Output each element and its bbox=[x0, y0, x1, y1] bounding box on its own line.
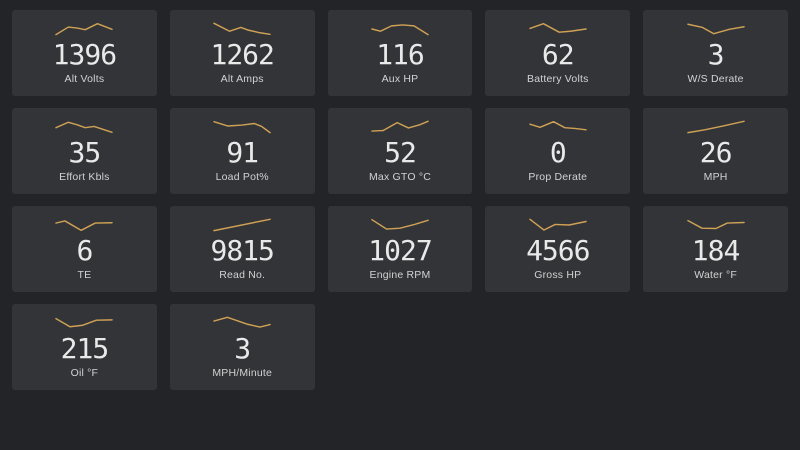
sparkline-chart bbox=[213, 121, 271, 134]
stat-value: 6 bbox=[76, 234, 93, 268]
stat-value: 184 bbox=[691, 234, 741, 268]
sparkline-chart bbox=[55, 220, 114, 232]
stat-label: Read No. bbox=[219, 268, 266, 281]
stat-value: 9815 bbox=[210, 234, 274, 268]
sparkline-chart bbox=[55, 121, 114, 134]
stat-card-max-gto-c[interactable]: 52 Max GTO °C bbox=[327, 108, 473, 194]
stat-value: 26 bbox=[699, 136, 733, 170]
stat-value: 3 bbox=[234, 332, 251, 366]
stat-label: Effort Kbls bbox=[59, 170, 110, 183]
stat-label: Alt Volts bbox=[64, 72, 105, 85]
stat-card-aux-hp[interactable]: 116 Aux HP bbox=[327, 10, 473, 96]
stat-card-mph[interactable]: 26 MPH bbox=[643, 108, 788, 194]
stat-label: Battery Volts bbox=[527, 72, 589, 85]
sparkline-chart bbox=[371, 219, 429, 230]
stat-card-mph-minute[interactable]: 3 MPH/Minute bbox=[169, 304, 315, 390]
stat-label: Gross HP bbox=[534, 268, 582, 281]
stat-card-te[interactable]: 6 TE bbox=[12, 206, 157, 292]
stat-value: 0 bbox=[549, 136, 567, 170]
sparkline-chart bbox=[213, 316, 271, 328]
stat-card-gross-hp[interactable]: 4566 Gross HP bbox=[485, 206, 631, 292]
sparkline-chart bbox=[371, 120, 429, 132]
stat-label: Oil °F bbox=[70, 366, 99, 379]
stat-value: 91 bbox=[226, 136, 259, 170]
stat-value: 62 bbox=[541, 38, 575, 72]
stat-value: 1396 bbox=[52, 38, 117, 72]
stat-label: Max GTO °C bbox=[368, 170, 431, 183]
stat-card-prop-derate[interactable]: 0 Prop Derate bbox=[485, 108, 631, 194]
sparkline-chart bbox=[529, 23, 587, 34]
stat-label: Load Pot% bbox=[215, 170, 269, 183]
stat-label: W/S Derate bbox=[687, 72, 744, 85]
stat-label: Aux HP bbox=[381, 72, 419, 85]
dashboard-grid: 1396 Alt Volts 1262 Alt Amps 116 Aux HP 62 Batt… bbox=[12, 10, 788, 390]
stat-card-battery-volts[interactable]: 62 Battery Volts bbox=[485, 10, 631, 96]
stat-card-w-s-derate[interactable]: 3 W/S Derate bbox=[643, 10, 788, 96]
sparkline-chart bbox=[529, 218, 587, 231]
stat-value: 1262 bbox=[210, 38, 274, 72]
stat-value: 215 bbox=[60, 332, 110, 366]
stat-label: TE bbox=[77, 268, 92, 281]
stat-label: Alt Amps bbox=[220, 72, 264, 85]
stat-label: MPH/Minute bbox=[212, 366, 273, 379]
sparkline-chart bbox=[55, 23, 114, 36]
sparkline-chart bbox=[529, 121, 587, 131]
stat-value: 52 bbox=[384, 136, 417, 170]
stat-label: MPH bbox=[703, 170, 728, 183]
sparkline-chart bbox=[686, 220, 745, 230]
sparkline-chart bbox=[213, 22, 271, 36]
stat-value: 35 bbox=[68, 136, 102, 170]
stat-card-oil-f[interactable]: 215 Oil °F bbox=[12, 304, 157, 390]
stat-value: 4566 bbox=[526, 234, 590, 268]
sparkline-chart bbox=[686, 120, 745, 134]
stat-card-alt-volts[interactable]: 1396 Alt Volts bbox=[12, 10, 157, 96]
stat-value: 1027 bbox=[368, 234, 432, 268]
sparkline-chart bbox=[686, 23, 745, 35]
stat-card-water-f[interactable]: 184 Water °F bbox=[643, 206, 788, 292]
stat-card-alt-amps[interactable]: 1262 Alt Amps bbox=[169, 10, 315, 96]
stat-card-effort-kbls[interactable]: 35 Effort Kbls bbox=[12, 108, 157, 194]
stat-value: 3 bbox=[707, 38, 725, 72]
stat-value: 116 bbox=[376, 38, 425, 72]
stat-label: Water °F bbox=[694, 268, 737, 281]
sparkline-chart bbox=[371, 24, 429, 36]
stat-label: Engine RPM bbox=[369, 268, 431, 281]
sparkline-chart bbox=[55, 318, 114, 328]
stat-card-load-pot[interactable]: 91 Load Pot% bbox=[169, 108, 315, 194]
stat-label: Prop Derate bbox=[528, 170, 588, 183]
sparkline-chart bbox=[213, 218, 271, 232]
stat-card-read-no[interactable]: 9815 Read No. bbox=[169, 206, 315, 292]
stat-card-engine-rpm[interactable]: 1027 Engine RPM bbox=[327, 206, 473, 292]
